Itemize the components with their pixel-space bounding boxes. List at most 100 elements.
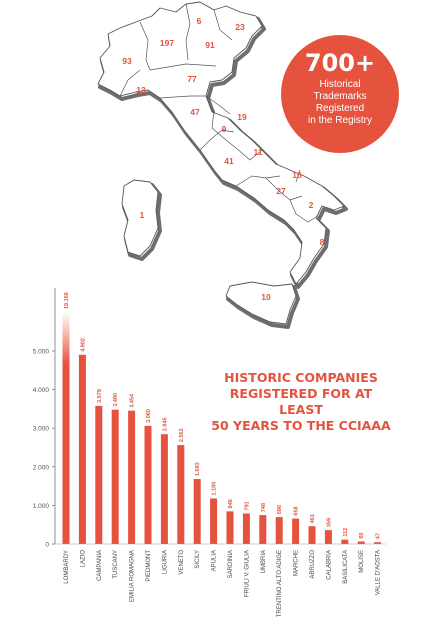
- chart-title: HISTORIC COMPANIES REGISTERED FOR AT LEA…: [206, 370, 396, 434]
- x-tick-label: BASILICATA: [343, 550, 349, 584]
- region-number: 2: [309, 200, 314, 210]
- bar: [128, 410, 136, 544]
- x-tick-label: PIEDMONT: [146, 550, 152, 582]
- value-label: 2.845: [162, 417, 168, 431]
- x-tick-label: LOMBARDY: [64, 550, 70, 584]
- value-label: 3.579: [97, 389, 103, 403]
- region-number: 1: [140, 210, 145, 220]
- value-label: 791: [244, 501, 250, 510]
- region-number: 23: [235, 22, 245, 32]
- bar: [193, 479, 201, 544]
- bar-faded-top: [62, 312, 70, 364]
- trademark-badge: 700+ Historical Trademarks Registered in…: [281, 35, 399, 153]
- x-tick-label: EMILIA ROMAGNA: [130, 550, 136, 602]
- mainland: [97, 1, 345, 285]
- x-tick-label: ABRUZZO: [310, 550, 316, 579]
- x-tick-label: FRIULI V. GIULIA: [244, 550, 250, 597]
- bar: [324, 530, 332, 544]
- x-labels: LOMBARDY LAZIO CAMPANIA TUSCANY EMILIA ROMAG…: [64, 550, 382, 617]
- map-outline: [97, 1, 345, 325]
- value-label: 2.562: [179, 428, 185, 442]
- bar: [292, 518, 300, 544]
- region-number: 6: [197, 16, 202, 26]
- value-label: 461: [310, 514, 316, 523]
- bar: [210, 498, 218, 544]
- bar: [62, 364, 70, 544]
- value-label: 696: [277, 505, 283, 514]
- region-number: 27: [276, 186, 286, 196]
- x-tick-label: TRENTINO ALTO ADIGE: [277, 550, 283, 617]
- bar: [78, 354, 86, 544]
- region-number: 8: [320, 237, 325, 247]
- value-label: 3.454: [130, 393, 136, 408]
- region-number: 13: [136, 85, 146, 95]
- region-number: 47: [190, 107, 200, 117]
- value-label: 112: [343, 528, 349, 537]
- region-borders: [119, 3, 319, 223]
- region-number: 16: [292, 170, 302, 180]
- x-tick-label: VENETO: [179, 550, 185, 575]
- y-tick-label: 2.000: [33, 464, 50, 471]
- region-number: 11: [254, 147, 263, 157]
- bar: [259, 515, 267, 544]
- badge-line: Trademarks: [313, 91, 367, 102]
- x-tick-label: MARCHE: [294, 550, 300, 576]
- x-tick-label: CALABRIA: [326, 550, 332, 580]
- bar: [308, 526, 316, 544]
- bar: [357, 541, 365, 544]
- value-label: 359: [326, 518, 332, 527]
- y-tick-label: 0: [45, 542, 49, 549]
- x-tick-label: LIGURIA: [162, 550, 168, 574]
- chart-title-line: HISTORIC COMPANIES: [224, 370, 378, 385]
- chart-title-line: 50 YEARS TO THE CCIAAA: [211, 418, 391, 433]
- region-number: 91: [205, 40, 215, 50]
- bar: [226, 511, 234, 544]
- bar: [160, 434, 168, 544]
- x-tick-label: UMBRIA: [261, 550, 267, 573]
- value-label: 1.683: [195, 462, 201, 476]
- bar: [242, 513, 250, 544]
- x-tick-label: VALLE D'AOSTA: [376, 550, 382, 595]
- region-labels: 6 23 197 91 93 77 13 47 19 9 11 41 16 27…: [122, 16, 324, 302]
- x-tick-label: LAZIO: [80, 550, 86, 568]
- bar: [95, 405, 103, 544]
- value-label: 3.480: [113, 393, 119, 407]
- y-tick-label: 1.000: [33, 503, 50, 510]
- region-number: 93: [122, 56, 132, 66]
- value-label: 19.166: [64, 292, 70, 309]
- value-label: 846: [228, 499, 234, 508]
- value-label: 65: [359, 532, 365, 538]
- x-tick-label: SICILY: [195, 550, 201, 569]
- bar: [275, 517, 283, 544]
- x-tick-label: APULIA: [212, 550, 218, 571]
- value-label: 3.060: [146, 409, 152, 423]
- badge-number: 700+: [304, 49, 376, 77]
- x-tick-label: SARDINIA: [228, 550, 234, 578]
- region-number: 197: [160, 38, 174, 48]
- x-tick-label: MOLISE: [359, 550, 365, 573]
- region-number: 10: [261, 292, 271, 302]
- value-label: 748: [261, 503, 267, 512]
- y-tick-label: 3.000: [33, 426, 50, 433]
- y-tick-label: 4.000: [33, 387, 50, 394]
- sicily: [225, 281, 297, 325]
- badge-line: Historical: [319, 79, 361, 90]
- bars: [55, 312, 386, 545]
- bar: [177, 445, 185, 544]
- bar: [374, 542, 382, 544]
- x-tick-label: CAMPANIA: [97, 550, 103, 581]
- sardinia: [121, 179, 159, 257]
- x-tick-label: TUSCANY: [113, 550, 119, 579]
- value-label: 658: [294, 506, 300, 515]
- value-labels: 19.166 4.902 3.579 3.480 3.454 3.060 2.845 2.56…: [64, 292, 382, 539]
- region-number: 9: [222, 124, 227, 134]
- region-number: 41: [224, 156, 234, 166]
- y-axis: 0 1.000 2.000 3.000 4.000 5.000: [33, 288, 56, 549]
- badge-line: Registered: [315, 103, 365, 114]
- chart-title-line: REGISTERED FOR AT LEAST: [229, 386, 373, 417]
- value-label: 4.902: [80, 338, 86, 352]
- bar: [111, 409, 119, 544]
- italy-map: 6 23 197 91 93 77 13 47 19 9 11 41 16 27…: [97, 1, 348, 329]
- bar: [341, 539, 349, 544]
- region-number: 19: [237, 112, 247, 122]
